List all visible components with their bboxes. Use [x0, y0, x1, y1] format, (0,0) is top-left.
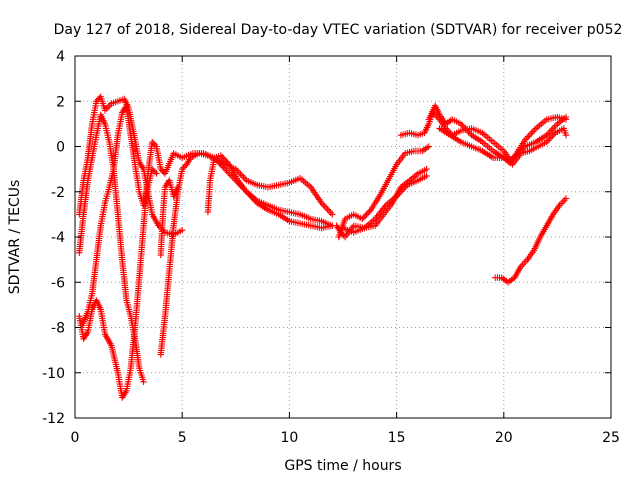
- y-tick-label: 0: [56, 140, 65, 156]
- x-tick-label: 5: [178, 430, 187, 446]
- x-tick-labels: 0 5 10 15 20 25: [71, 430, 620, 446]
- y-tick-labels: -12 -10 -8 -6 -4 -2 0 2 4: [42, 49, 65, 427]
- marker-trace: [204, 152, 336, 232]
- series-track-11: [397, 109, 570, 164]
- x-tick-label: 25: [602, 430, 620, 446]
- series-track-5: [157, 177, 182, 259]
- y-tick-label: -6: [51, 275, 65, 291]
- series-track-4: [78, 102, 160, 331]
- y-axis-label: SDTVAR / TECUs: [7, 180, 23, 295]
- marker-trace: [339, 172, 430, 236]
- marker-trace: [78, 102, 160, 331]
- x-tick-label: 0: [71, 430, 80, 446]
- marker-trace: [397, 109, 570, 164]
- series-track-9: [335, 143, 432, 241]
- marker-trace: [436, 125, 570, 168]
- y-tick-label: 4: [56, 49, 65, 65]
- marker-trace: [492, 195, 570, 286]
- y-tick-label: -4: [51, 230, 65, 246]
- x-axis-label: GPS time / hours: [284, 458, 401, 474]
- chart-title: Day 127 of 2018, Sidereal Day-to-day VTE…: [54, 22, 623, 38]
- series-track-2: [76, 111, 147, 385]
- x-tick-label: 20: [495, 430, 513, 446]
- marker-trace: [335, 143, 432, 241]
- y-tick-label: -10: [42, 366, 65, 382]
- series-track-10: [339, 172, 430, 236]
- y-tick-label: -8: [51, 321, 65, 337]
- marker-trace: [76, 111, 147, 385]
- y-tick-label: 2: [56, 94, 65, 110]
- x-tick-label: 15: [388, 430, 406, 446]
- x-tick-label: 10: [280, 430, 298, 446]
- axis-ticks: [74, 55, 612, 419]
- series-track-13: [436, 125, 570, 168]
- series-track-7: [204, 152, 336, 232]
- data-points: [76, 93, 570, 401]
- marker-trace: [157, 177, 182, 259]
- y-tick-label: -12: [42, 411, 65, 427]
- y-tick-label: -2: [51, 185, 65, 201]
- series-track-14: [492, 195, 570, 286]
